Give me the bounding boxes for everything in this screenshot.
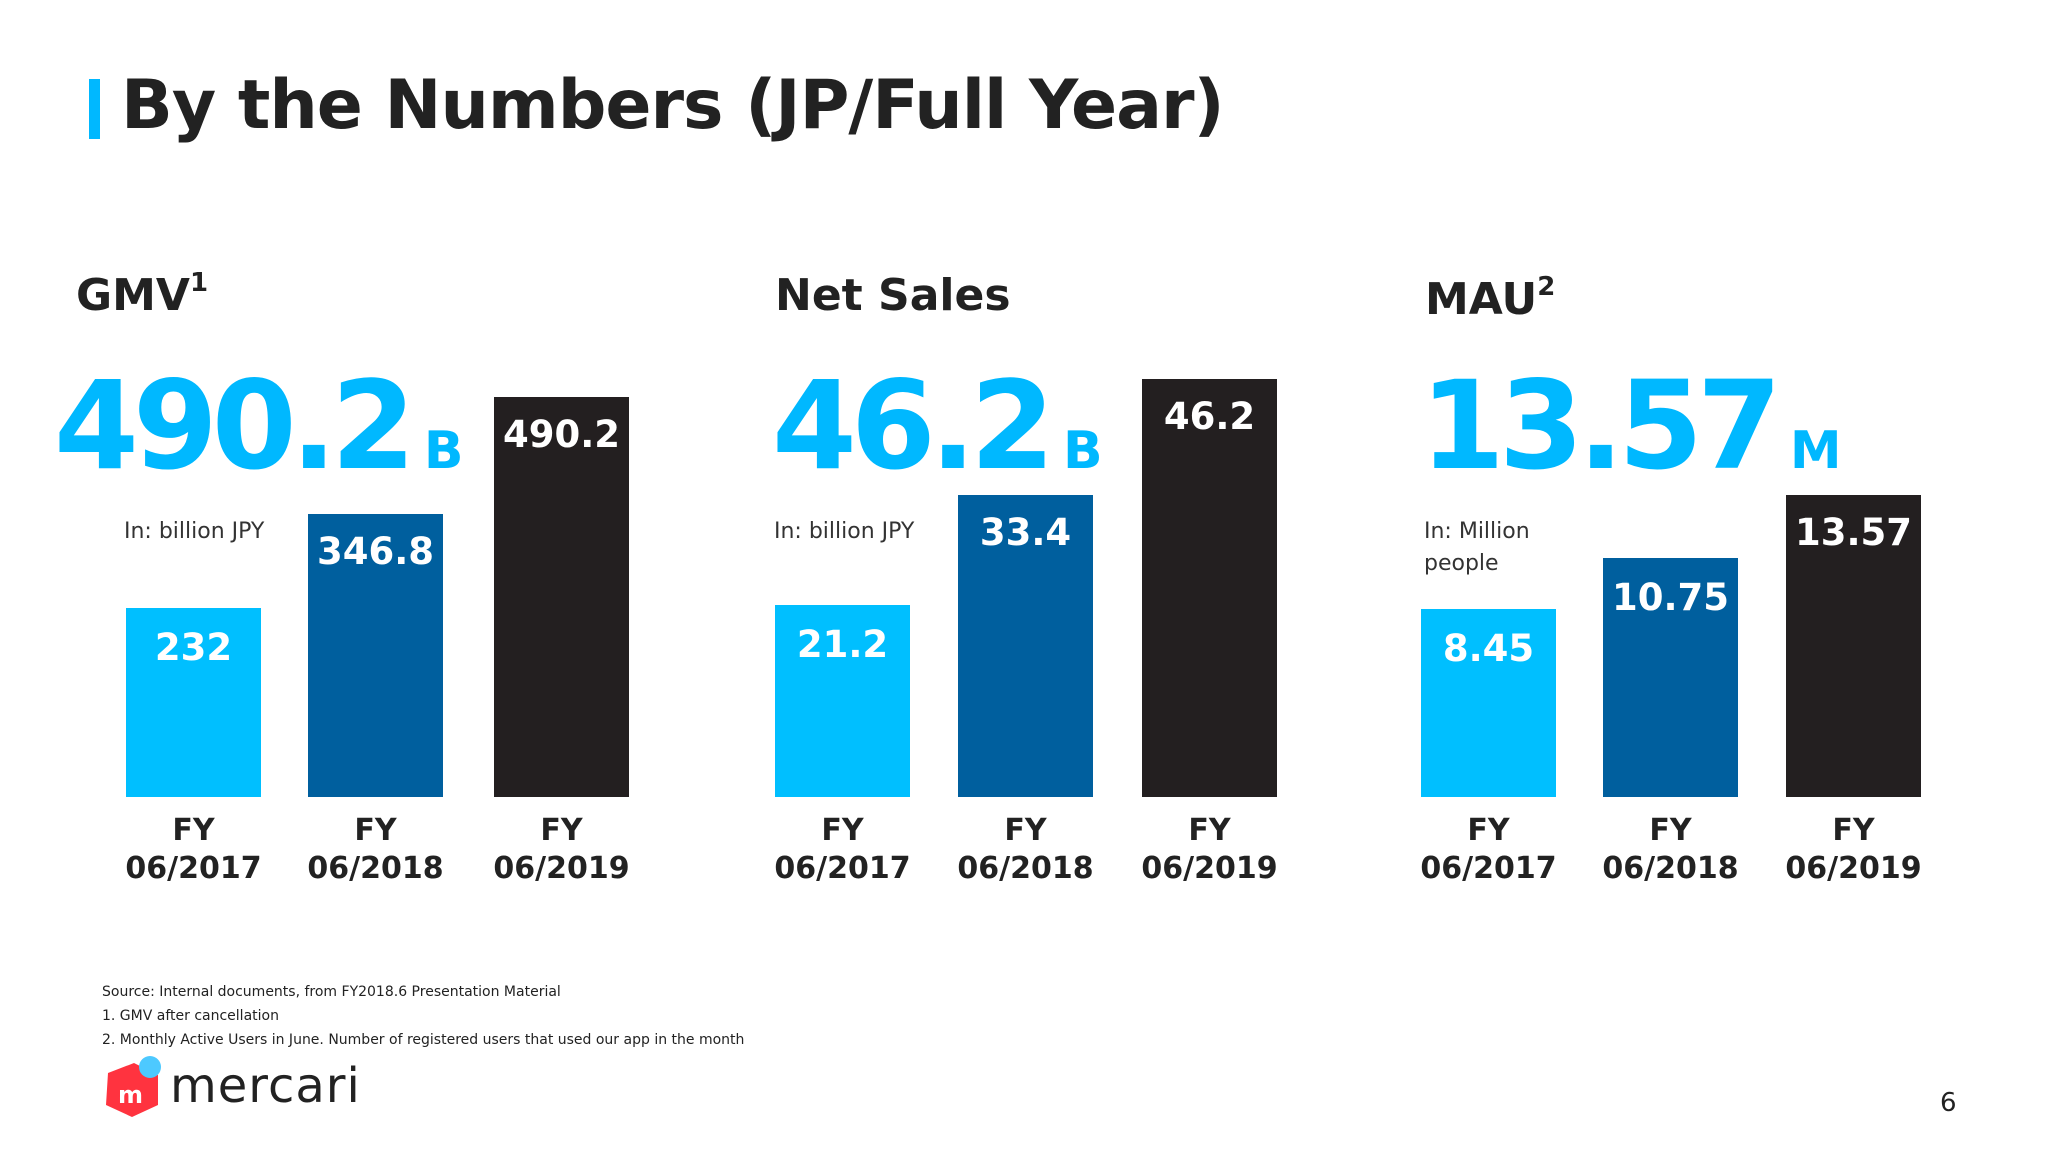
mau-headline-unit: M — [1789, 421, 1842, 481]
net-sales-unit-note: In: billion JPY — [774, 519, 915, 544]
slide-title: By the Numbers (JP/Full Year) — [121, 66, 1225, 145]
mau-category-label-2: FY 06/2018 — [1602, 813, 1739, 886]
mau-title: MAU2 — [1425, 272, 1556, 325]
mau-bar-1: 8.45 — [1421, 608, 1556, 797]
footnote-1: 1. GMV after cancellation — [102, 1008, 279, 1024]
footnotes: Source: Internal documents, from FY2018.… — [102, 980, 744, 1052]
net-sales-bar-3: 46.2 — [1142, 379, 1277, 797]
gmv-bar-label-2: 346.8 — [316, 530, 435, 573]
mau-unit-note-line2: people — [1424, 551, 1499, 576]
mau-unit-note: In: Million people — [1424, 516, 1530, 580]
mau-bar-3: 13.57 — [1786, 495, 1921, 797]
net-sales-headline-value: 46.2 — [772, 355, 1055, 497]
mau-headline-value: 13.57 — [1420, 355, 1782, 497]
gmv-bar-1: 232 — [126, 607, 261, 797]
gmv-headline: 490.2 B — [54, 355, 464, 497]
net-sales-bar-2: 33.4 — [958, 494, 1093, 797]
gmv-category-label-1: FY 06/2017 — [125, 813, 262, 886]
mau-title-text: MAU — [1425, 274, 1538, 325]
mau-bar-label-2: 10.75 — [1611, 575, 1730, 619]
gmv-headline-unit: B — [423, 421, 464, 481]
gmv-bar-2: 346.8 — [308, 514, 443, 797]
net-sales-bar-label-3: 46.2 — [1163, 395, 1256, 438]
mau-bar-label-1: 8.45 — [1442, 626, 1535, 670]
net-sales-bar-1: 21.2 — [775, 605, 910, 797]
gmv-bar-label-3: 490.2 — [502, 413, 621, 456]
mau-category-label-3: FY 06/2019 — [1785, 813, 1922, 886]
gmv-unit-note: In: billion JPY — [124, 519, 265, 544]
footnote-2: 2. Monthly Active Users in June. Number … — [102, 1032, 745, 1048]
net-sales-category-label-3: FY 06/2019 — [1141, 813, 1278, 886]
mau-unit-note-line1: In: Million — [1424, 519, 1530, 544]
net-sales-title: Net Sales — [775, 270, 1011, 321]
mau-category-label-1: FY 06/2017 — [1420, 813, 1557, 886]
net-sales-category-label-1: FY 06/2017 — [774, 813, 911, 886]
page-number: 6 — [1940, 1088, 1957, 1118]
title-accent-bar — [89, 79, 100, 139]
footnote-source: Source: Internal documents, from FY2018.… — [102, 984, 561, 1000]
mau-bar-2: 10.75 — [1603, 557, 1738, 797]
mau-title-footnote-mark: 2 — [1537, 272, 1556, 302]
gmv-category-label-2: FY 06/2018 — [307, 813, 444, 886]
gmv-title-footnote-mark: 1 — [189, 268, 209, 298]
gmv-title: GMV1 — [76, 268, 209, 321]
gmv-bar-3: 490.2 — [494, 397, 629, 797]
net-sales-bar-label-2: 33.4 — [979, 510, 1072, 554]
net-sales-headline: 46.2 B — [772, 355, 1103, 497]
net-sales-bar-label-1: 21.2 — [796, 623, 889, 667]
svg-text:m: m — [118, 1081, 143, 1109]
net-sales-headline-unit: B — [1063, 421, 1103, 481]
net-sales-title-text: Net Sales — [775, 270, 1011, 321]
net-sales-category-label-2: FY 06/2018 — [957, 813, 1094, 886]
mau-bar-label-3: 13.57 — [1794, 511, 1913, 554]
mau-headline: 13.57 M — [1420, 355, 1842, 497]
gmv-category-label-3: FY 06/2019 — [493, 813, 630, 886]
gmv-headline-value: 490.2 — [54, 355, 416, 497]
mercari-logo-icon: m — [106, 1056, 161, 1117]
gmv-bar-label-1: 232 — [154, 625, 233, 669]
brand-wordmark: mercari — [170, 1058, 361, 1114]
gmv-title-text: GMV — [76, 270, 190, 321]
